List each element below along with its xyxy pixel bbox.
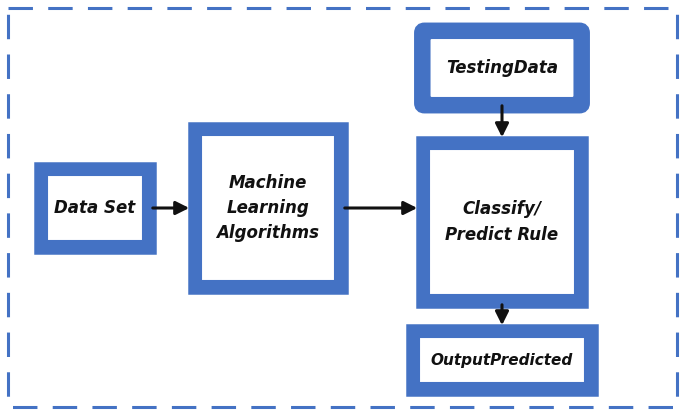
Text: TestingData: TestingData — [446, 59, 558, 77]
Bar — [47, 175, 143, 241]
Text: OutputPredicted: OutputPredicted — [431, 352, 573, 368]
Bar — [422, 142, 582, 302]
Bar — [194, 128, 342, 288]
Text: Classify/
Predict Rule: Classify/ Predict Rule — [445, 200, 558, 244]
Text: Machine
Learning
Algorithms: Machine Learning Algorithms — [216, 174, 319, 242]
Bar — [40, 168, 150, 248]
FancyBboxPatch shape — [429, 38, 575, 98]
Bar — [201, 135, 335, 281]
Bar — [429, 149, 575, 295]
Text: Data Set: Data Set — [54, 199, 136, 217]
Bar — [419, 337, 585, 383]
Bar — [412, 330, 592, 390]
FancyBboxPatch shape — [421, 29, 584, 107]
